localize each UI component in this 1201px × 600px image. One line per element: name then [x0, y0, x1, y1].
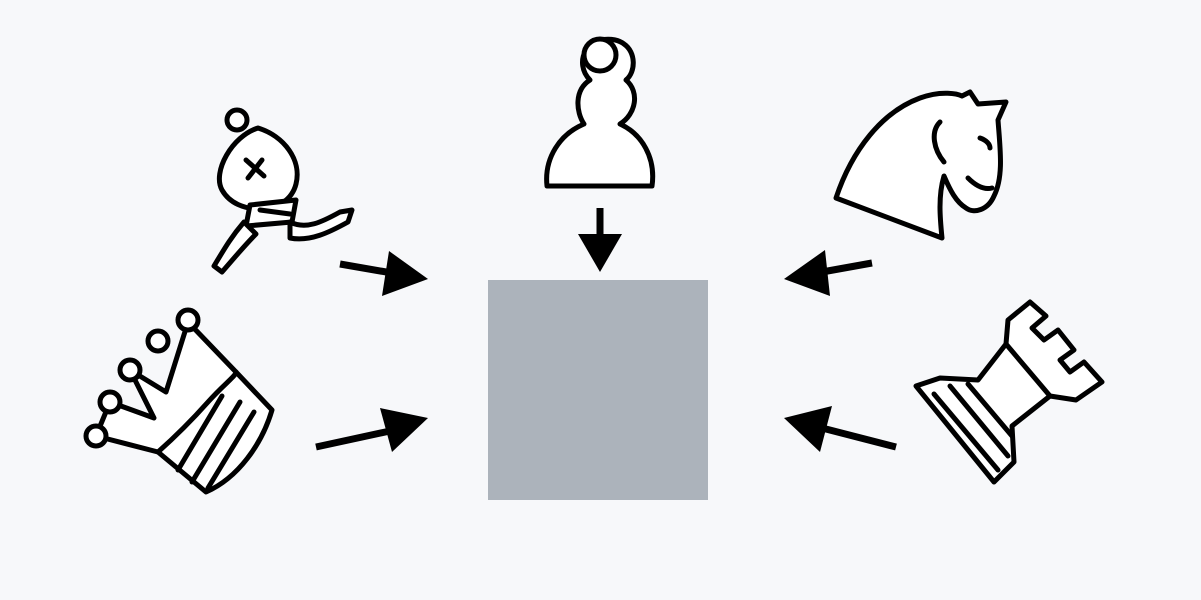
chess-pawn-icon: [544, 36, 656, 189]
arrow-from-queen: [315, 408, 428, 452]
chess-knight-icon: [833, 89, 1009, 241]
arrow-from-knight: [784, 250, 873, 296]
arrow-from-rook: [784, 406, 897, 452]
chess-bishop-icon: [211, 107, 355, 275]
arrow-from-bishop: [339, 251, 428, 296]
target-square: [488, 280, 708, 500]
chess-rook-icon: [913, 299, 1105, 485]
chess-queen-icon: [83, 307, 275, 495]
arrow-from-pawn: [578, 208, 622, 272]
